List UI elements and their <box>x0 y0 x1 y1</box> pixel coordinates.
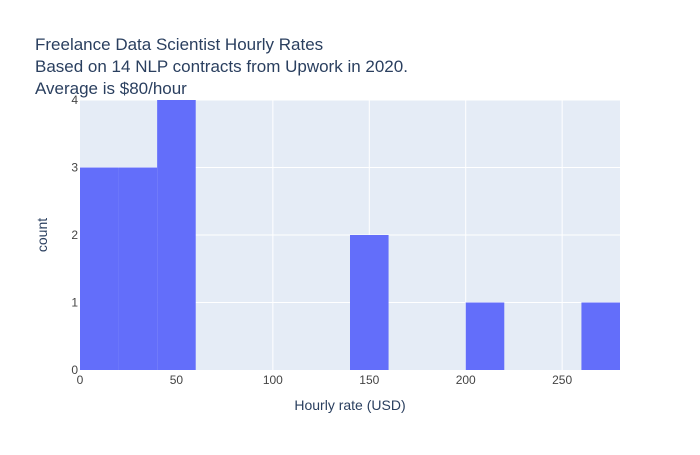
y-axis-ticks: 0 1 2 3 4 <box>71 93 78 377</box>
y-tick-label: 3 <box>71 161 78 175</box>
chart-subtitle-line-2: Based on 14 NLP contracts from Upwork in… <box>35 57 408 76</box>
y-axis-label: count <box>34 218 50 252</box>
x-tick-label: 50 <box>170 373 184 387</box>
histogram-bar <box>157 100 196 370</box>
bars <box>80 100 620 370</box>
x-tick-label: 100 <box>263 373 283 387</box>
histogram-bar <box>118 167 158 370</box>
histogram-bar <box>350 235 389 370</box>
histogram-bar <box>80 167 119 370</box>
x-tick-label: 250 <box>552 373 572 387</box>
chart-subtitle-line-3: Average is $80/hour <box>35 79 187 98</box>
x-tick-label: 150 <box>359 373 379 387</box>
y-tick-label: 2 <box>71 228 78 242</box>
x-tick-label: 0 <box>77 373 84 387</box>
histogram-bar <box>581 302 620 370</box>
y-tick-label: 1 <box>71 296 78 310</box>
x-axis-label: Hourly rate (USD) <box>294 397 405 413</box>
x-tick-label: 200 <box>456 373 476 387</box>
y-tick-label: 4 <box>71 93 78 107</box>
chart-title-line-1: Freelance Data Scientist Hourly Rates <box>35 35 323 54</box>
x-axis-ticks: 0 50 100 150 200 250 <box>77 373 573 387</box>
chart-title: Freelance Data Scientist Hourly Rates Ba… <box>35 35 408 98</box>
y-tick-label: 0 <box>71 363 78 377</box>
histogram-bar <box>465 302 505 370</box>
